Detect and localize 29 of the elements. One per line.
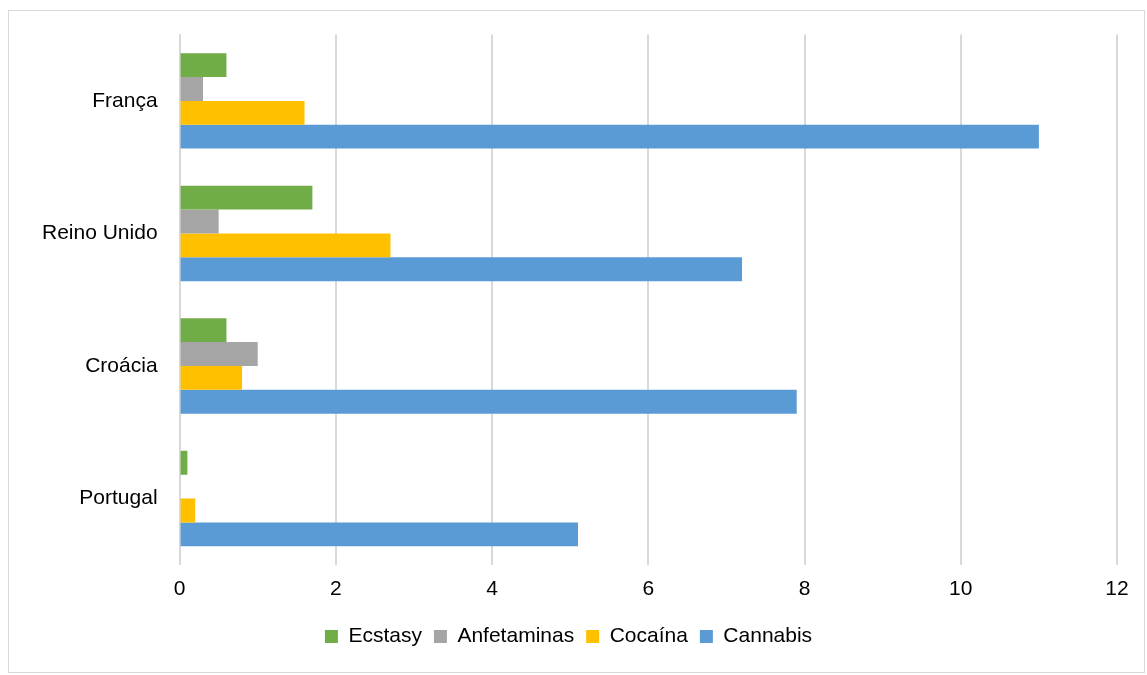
bar [180, 124, 1039, 149]
x-tick-label: 0 [173, 576, 186, 600]
y-tick-label: França [92, 87, 158, 111]
y-tick-label: Reino Unido [41, 220, 158, 244]
legend-label: Anfetaminas [457, 623, 575, 647]
bar [180, 318, 227, 343]
x-tick-label: 4 [486, 576, 499, 600]
bar [180, 185, 313, 210]
bar [180, 342, 258, 366]
legend-label: Cannabis [723, 623, 813, 647]
x-tick-label: 12 [1105, 576, 1129, 600]
x-tick-label: 10 [949, 576, 973, 600]
x-tick-label: 2 [329, 576, 342, 600]
bar [180, 77, 204, 101]
bar [180, 389, 797, 414]
legend-label: Cocaína [609, 623, 689, 647]
bar [180, 233, 391, 258]
legend-label: Ecstasy [348, 623, 423, 647]
bar [180, 257, 743, 282]
x-tick-label: 6 [642, 576, 655, 600]
bar [180, 53, 227, 78]
bar [180, 498, 196, 523]
y-tick-label: Croácia [85, 352, 158, 376]
bar [180, 522, 578, 547]
x-tick-label: 8 [798, 576, 811, 600]
y-tick-label: Portugal [79, 485, 158, 509]
bar [180, 365, 243, 390]
bar [180, 100, 305, 125]
bar [180, 209, 219, 234]
